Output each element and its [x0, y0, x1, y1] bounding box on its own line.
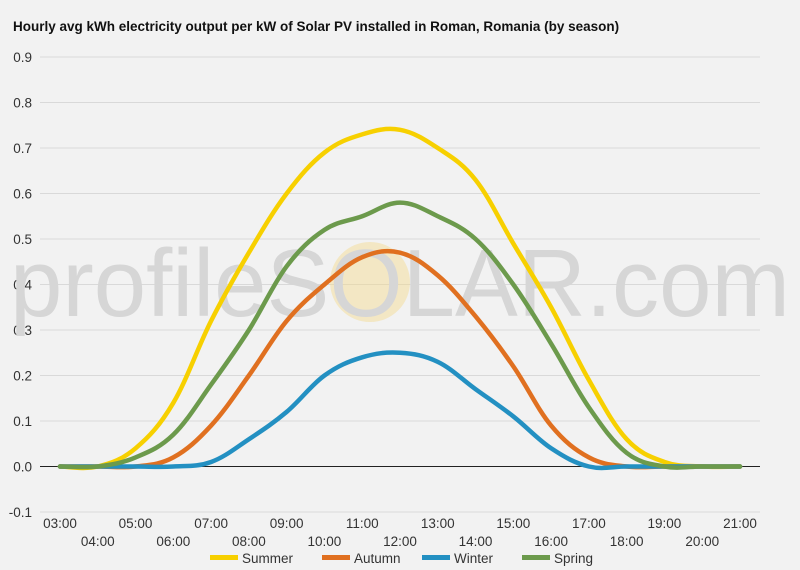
x-tick-label: 19:00 [648, 516, 682, 531]
y-tick-label: 0.9 [13, 50, 32, 65]
x-tick-label: 14:00 [459, 534, 493, 549]
y-tick-label: 0.2 [13, 369, 32, 384]
series-line-winter [57, 350, 743, 471]
legend-label-autumn: Autumn [354, 551, 401, 566]
legend-swatch-spring [522, 555, 550, 560]
y-tick-label: 0.6 [13, 187, 32, 202]
x-tick-label: 15:00 [496, 516, 530, 531]
y-tick-label: 0.8 [13, 96, 32, 111]
x-tick-label: 03:00 [43, 516, 77, 531]
y-tick-label: -0.1 [9, 505, 32, 520]
watermark-text: profileSOLAR.com [10, 230, 790, 337]
x-tick-label: 06:00 [156, 534, 190, 549]
x-tick-label: 13:00 [421, 516, 455, 531]
legend-label-spring: Spring [554, 551, 593, 566]
x-tick-label: 08:00 [232, 534, 266, 549]
legend-swatch-winter [422, 555, 450, 560]
y-tick-label: 0.5 [13, 232, 32, 247]
x-tick-label: 20:00 [685, 534, 719, 549]
x-tick-label: 04:00 [81, 534, 115, 549]
chart-title: Hourly avg kWh electricity output per kW… [13, 19, 620, 34]
x-tick-label: 10:00 [308, 534, 342, 549]
x-tick-label: 21:00 [723, 516, 757, 531]
x-tick-label: 16:00 [534, 534, 568, 549]
x-tick-label: 09:00 [270, 516, 304, 531]
x-tick-label: 07:00 [194, 516, 228, 531]
y-tick-label: 0.1 [13, 414, 32, 429]
y-tick-label: 0.4 [13, 278, 32, 293]
x-tick-label: 17:00 [572, 516, 606, 531]
x-tick-label: 18:00 [610, 534, 644, 549]
x-tick-label: 11:00 [346, 516, 379, 531]
legend-label-summer: Summer [242, 551, 294, 566]
y-tick-label: 0.7 [13, 141, 32, 156]
series-line-summer [57, 126, 743, 471]
series-line-spring [57, 200, 743, 470]
y-tick-label: 0.0 [13, 460, 32, 475]
legend-label-winter: Winter [454, 551, 494, 566]
legend-swatch-summer [210, 555, 238, 560]
legend-swatch-autumn [322, 555, 350, 560]
x-tick-label: 12:00 [383, 534, 417, 549]
x-tick-label: 05:00 [119, 516, 153, 531]
y-tick-label: 0.3 [13, 323, 32, 338]
